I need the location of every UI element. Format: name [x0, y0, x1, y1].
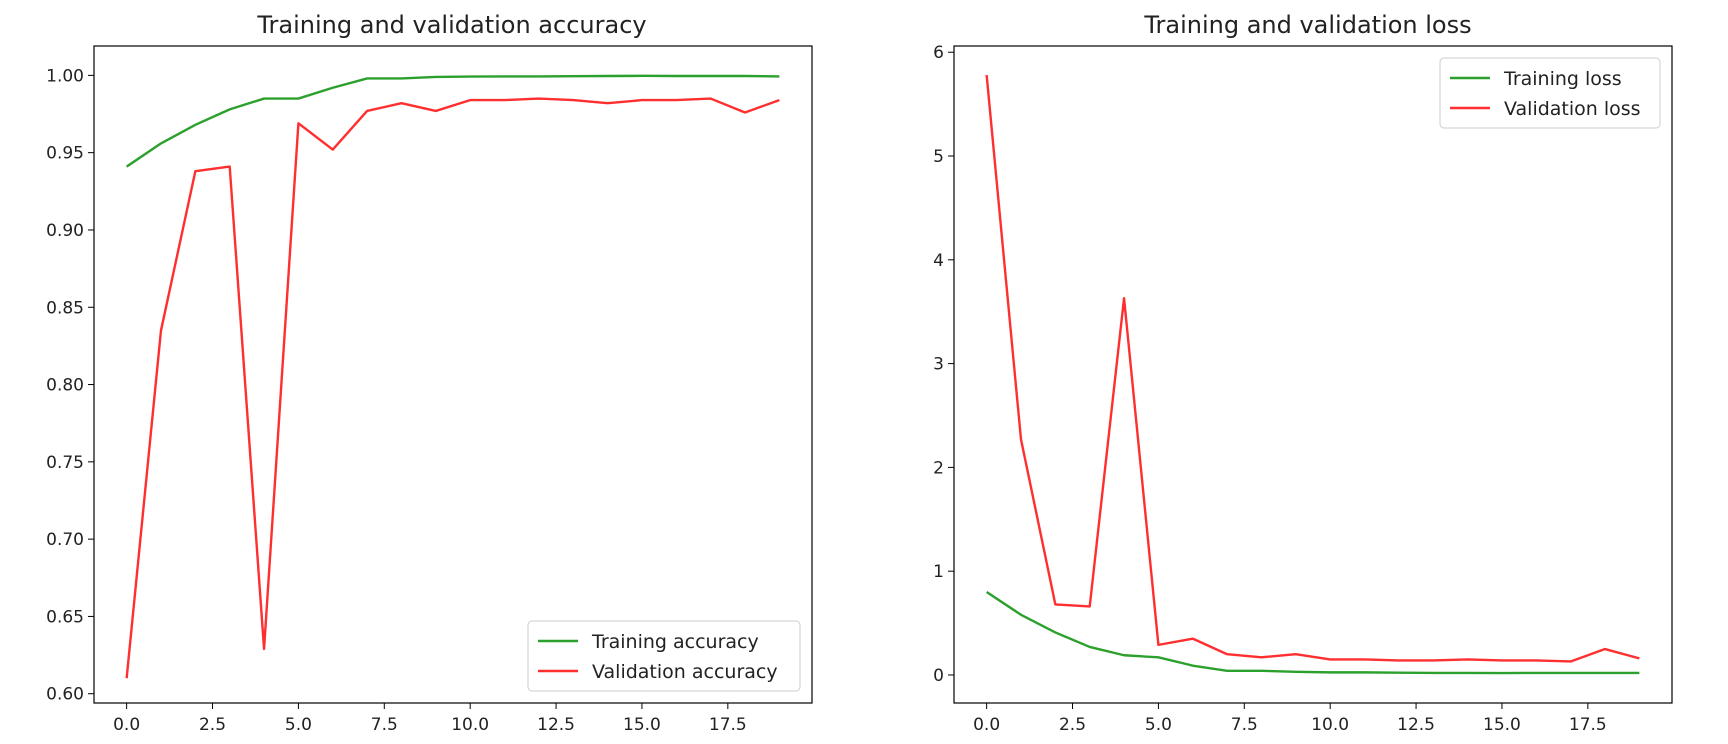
accuracy-legend-label: Training accuracy [591, 631, 759, 653]
accuracy-legend: Training accuracy Validation accuracy [527, 620, 801, 692]
loss-chart-title: Training and validation loss [1143, 11, 1471, 39]
loss-legend: Training loss Validation loss [1439, 57, 1661, 129]
loss-x-ticks: 0.0 2.5 5.0 7.5 10.0 12.5 15.0 17.5 [973, 703, 1607, 735]
accuracy-y-tick-label: 0.95 [46, 144, 84, 164]
accuracy-y-tick-label: 0.90 [46, 221, 84, 241]
accuracy-y-tick-label: 1.00 [46, 66, 84, 86]
loss-legend-box [1439, 57, 1661, 129]
loss-x-tick-label: 5.0 [1145, 715, 1172, 735]
loss-y-tick-label: 6 [933, 43, 944, 63]
loss-x-tick-label: 7.5 [1231, 715, 1258, 735]
loss-x-tick-label: 2.5 [1059, 715, 1086, 735]
accuracy-x-tick-label: 10.0 [451, 715, 489, 735]
accuracy-y-tick-label: 0.65 [46, 607, 84, 627]
accuracy-x-tick-label: 15.0 [623, 715, 661, 735]
loss-chart: Training and validation loss 0.0 2.5 5.0 7.… [933, 11, 1673, 735]
accuracy-x-ticks: 0.0 2.5 5.0 7.5 10.0 12.5 15.0 17.5 [113, 703, 747, 735]
accuracy-x-tick-label: 2.5 [199, 715, 226, 735]
accuracy-y-tick-label: 0.75 [46, 453, 84, 473]
accuracy-x-tick-label: 12.5 [537, 715, 575, 735]
accuracy-x-tick-label: 0.0 [113, 715, 140, 735]
loss-y-tick-label: 1 [933, 562, 944, 582]
accuracy-x-tick-label: 17.5 [709, 715, 747, 735]
loss-plot-frame [953, 45, 1673, 704]
accuracy-x-tick-label: 5.0 [285, 715, 312, 735]
loss-y-tick-label: 5 [933, 147, 944, 167]
accuracy-series [125, 74, 780, 679]
accuracy-x-tick-label: 7.5 [371, 715, 398, 735]
accuracy-series-line-training [125, 74, 780, 168]
accuracy-legend-box [527, 620, 801, 692]
loss-y-ticks: 0 1 2 3 4 5 6 [933, 43, 954, 686]
loss-x-tick-label: 10.0 [1311, 715, 1349, 735]
loss-x-tick-label: 12.5 [1397, 715, 1435, 735]
loss-series-line-validation [985, 74, 1640, 663]
loss-y-tick-label: 0 [933, 666, 944, 686]
accuracy-plot-frame [93, 45, 813, 704]
loss-legend-label: Training loss [1503, 68, 1622, 90]
loss-y-tick-label: 4 [933, 251, 944, 271]
accuracy-y-tick-label: 0.80 [46, 376, 84, 396]
accuracy-y-ticks: 0.60 0.65 0.70 0.75 0.80 0.85 0.90 0.95 1.00 [46, 66, 94, 705]
accuracy-legend-label: Validation accuracy [592, 661, 778, 683]
loss-y-tick-label: 2 [933, 458, 944, 478]
accuracy-y-tick-label: 0.85 [46, 298, 84, 318]
loss-x-tick-label: 15.0 [1483, 715, 1521, 735]
loss-series-line-training [985, 590, 1640, 675]
loss-y-tick-label: 3 [933, 355, 944, 375]
accuracy-y-tick-label: 0.60 [46, 685, 84, 705]
loss-series [985, 74, 1640, 675]
accuracy-chart: Training and validation accuracy 0.0 2.5 5… [46, 11, 813, 735]
loss-x-tick-label: 17.5 [1569, 715, 1607, 735]
loss-x-tick-label: 0.0 [973, 715, 1000, 735]
accuracy-y-tick-label: 0.70 [46, 530, 84, 550]
accuracy-chart-title: Training and validation accuracy [256, 11, 646, 39]
loss-legend-label: Validation loss [1504, 98, 1641, 120]
accuracy-series-line-validation [125, 97, 780, 679]
